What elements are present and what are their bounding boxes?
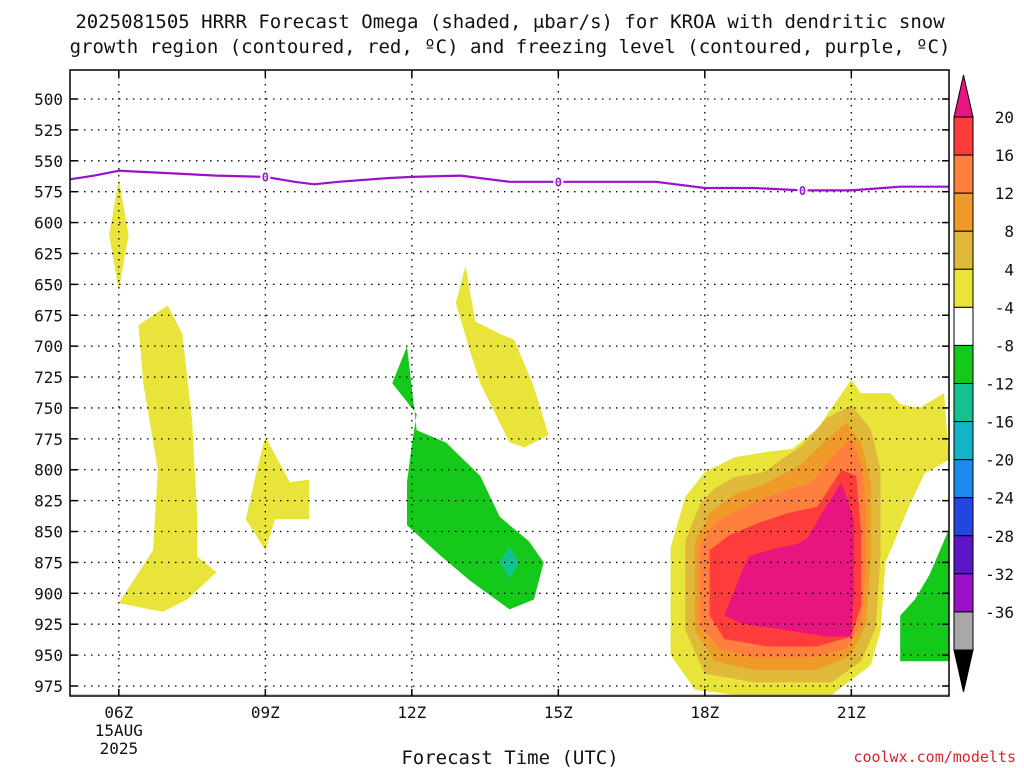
- omega-region-2: [245, 436, 310, 551]
- y-tick-label: 775: [34, 430, 63, 449]
- colorbar-bin: [953, 459, 974, 499]
- y-tick-label: 875: [34, 553, 63, 572]
- colorbar-label: -36: [985, 603, 1014, 622]
- freezing-level-label: 0: [555, 175, 562, 189]
- chart-title-line1: 2025081505 HRRR Forecast Omega (shaded, …: [75, 11, 945, 33]
- freezing-level-label-bg: [553, 174, 564, 189]
- colorbar-bin: [953, 535, 974, 575]
- omega-region-5: [499, 546, 520, 579]
- colorbar-label: -28: [985, 527, 1014, 546]
- colorbar-bin: [953, 116, 974, 156]
- y-tick-label: 975: [34, 677, 63, 696]
- y-tick-label: 600: [34, 214, 63, 233]
- y-tick-label: 750: [34, 399, 63, 418]
- y-tick-label: 500: [34, 90, 63, 109]
- colorbar-label: -8: [995, 336, 1014, 355]
- x-tick-label: 21Z: [837, 703, 866, 722]
- colorbar: 20 16 12 8 4 -4 -8 -12 -16 -20 -24 -28 -32 -36: [953, 74, 1014, 693]
- chart-title-line2: growth region (contoured, red, ºC) and f…: [70, 36, 951, 58]
- colorbar-label: -20: [985, 451, 1014, 470]
- colorbar-label: 4: [1004, 260, 1014, 279]
- colorbar-bin: [953, 268, 974, 308]
- y-tick-label: 550: [34, 152, 63, 171]
- x-axis-label: Forecast Time (UTC): [401, 747, 618, 768]
- colorbar-label: -16: [985, 413, 1014, 432]
- x-tick-label: 09Z: [251, 703, 280, 722]
- freezing-level-label: 0: [262, 170, 269, 184]
- x-tick-year-label: 2025: [100, 739, 139, 758]
- omega-region-3: [455, 265, 549, 448]
- y-tick-label: 525: [34, 121, 63, 140]
- freezing-level-label-bg: [797, 183, 808, 198]
- omega-region-12: [900, 529, 949, 662]
- colorbar-label: -12: [985, 375, 1014, 394]
- colorbar-bin: [953, 573, 974, 613]
- colorbar-label: 8: [1004, 222, 1014, 241]
- y-tick-label: 625: [34, 244, 63, 263]
- x-tick-date-label: 15AUG: [95, 721, 143, 740]
- y-tick-label: 850: [34, 523, 63, 542]
- colorbar-bin: [953, 306, 974, 346]
- colorbar-bin: [953, 611, 974, 651]
- freezing-level-line: [69, 169, 949, 192]
- colorbar-top-cap: [953, 74, 974, 118]
- y-tick-label: 575: [34, 183, 63, 202]
- colorbar-label: -32: [985, 565, 1014, 584]
- colorbar-label: 16: [995, 146, 1014, 165]
- y-tick-label: 925: [34, 615, 63, 634]
- x-tick-label: 06Z: [104, 703, 133, 722]
- y-tick-label: 825: [34, 492, 63, 511]
- colorbar-bin: [953, 421, 974, 461]
- y-tick-label: 725: [34, 368, 63, 387]
- plot-frame: [69, 69, 950, 697]
- y-tick-label: 675: [34, 306, 63, 325]
- omega-region-1: [118, 305, 217, 612]
- colorbar-label: -4: [995, 298, 1014, 317]
- freezing-level-label-bg: [260, 169, 271, 184]
- omega-region-0: [109, 179, 129, 291]
- x-tick-label: 15Z: [544, 703, 573, 722]
- freezing-level-label: 0: [799, 184, 806, 198]
- colorbar-bin: [953, 383, 974, 423]
- colorbar-bin: [953, 344, 974, 384]
- colorbar-bin: [953, 497, 974, 537]
- y-axis-ticks: 500 525 550 575 600 625 650 675 700 725 750 775 800 8…: [34, 90, 949, 696]
- y-tick-label: 950: [34, 646, 63, 665]
- x-tick-label: 18Z: [690, 703, 719, 722]
- colorbar-bin: [953, 192, 974, 232]
- omega-shaded-regions: [109, 179, 949, 695]
- freezing-level-contour: 0 0 0: [69, 169, 949, 198]
- y-tick-label: 900: [34, 584, 63, 603]
- colorbar-label: 20: [995, 108, 1014, 127]
- omega-region-4: [392, 346, 544, 610]
- colorbar-label: 12: [995, 184, 1014, 203]
- colorbar-bin: [953, 154, 974, 194]
- x-tick-label: 12Z: [397, 703, 426, 722]
- omega-region-11: [724, 482, 854, 637]
- y-tick-label: 700: [34, 337, 63, 356]
- colorbar-bottom-cap: [953, 649, 974, 693]
- credit-text: coolwx.com/modelts: [853, 748, 1016, 766]
- colorbar-label: -24: [985, 489, 1014, 508]
- colorbar-bin: [953, 230, 974, 270]
- y-tick-label: 650: [34, 275, 63, 294]
- y-tick-label: 800: [34, 461, 63, 480]
